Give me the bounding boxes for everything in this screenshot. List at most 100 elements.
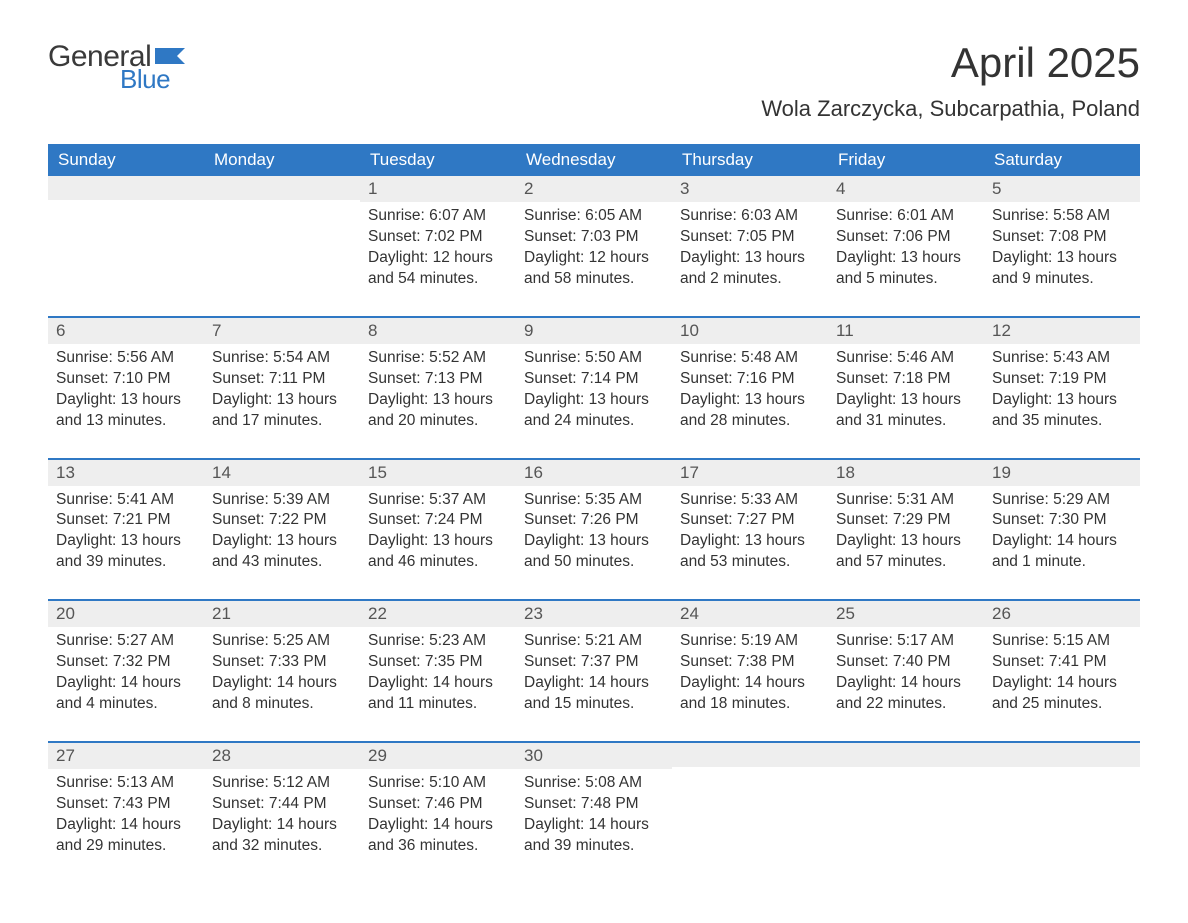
day-line: Sunrise: 5:12 AM bbox=[212, 773, 352, 794]
day-line: Sunrise: 5:10 AM bbox=[368, 773, 508, 794]
day-line: Sunrise: 5:50 AM bbox=[524, 348, 664, 369]
day-line: Sunset: 7:08 PM bbox=[992, 227, 1132, 248]
day-line: Sunrise: 5:39 AM bbox=[212, 490, 352, 511]
day-line: Sunset: 7:33 PM bbox=[212, 652, 352, 673]
day-line: Sunset: 7:40 PM bbox=[836, 652, 976, 673]
day-line: Daylight: 14 hours bbox=[992, 531, 1132, 552]
day-line: Sunset: 7:03 PM bbox=[524, 227, 664, 248]
day-number bbox=[672, 743, 828, 767]
day-line: Daylight: 14 hours bbox=[524, 673, 664, 694]
day-number: 8 bbox=[360, 318, 516, 344]
day-line: and 18 minutes. bbox=[680, 694, 820, 715]
day-number: 14 bbox=[204, 460, 360, 486]
day-cell: 26Sunrise: 5:15 AMSunset: 7:41 PMDayligh… bbox=[984, 600, 1140, 742]
day-cell: 9Sunrise: 5:50 AMSunset: 7:14 PMDaylight… bbox=[516, 317, 672, 459]
day-number: 6 bbox=[48, 318, 204, 344]
day-line: and 4 minutes. bbox=[56, 694, 196, 715]
day-line: Sunrise: 5:13 AM bbox=[56, 773, 196, 794]
day-cell: 1Sunrise: 6:07 AMSunset: 7:02 PMDaylight… bbox=[360, 176, 516, 317]
day-line: Sunset: 7:30 PM bbox=[992, 510, 1132, 531]
day-line: and 11 minutes. bbox=[368, 694, 508, 715]
day-line: Sunset: 7:27 PM bbox=[680, 510, 820, 531]
day-number: 3 bbox=[672, 176, 828, 202]
day-cell: 12Sunrise: 5:43 AMSunset: 7:19 PMDayligh… bbox=[984, 317, 1140, 459]
day-line: and 17 minutes. bbox=[212, 411, 352, 432]
day-cell: 15Sunrise: 5:37 AMSunset: 7:24 PMDayligh… bbox=[360, 459, 516, 601]
day-line: and 29 minutes. bbox=[56, 836, 196, 857]
day-line: and 57 minutes. bbox=[836, 552, 976, 573]
day-body: Sunrise: 5:10 AMSunset: 7:46 PMDaylight:… bbox=[360, 769, 516, 883]
day-line: Daylight: 13 hours bbox=[212, 390, 352, 411]
week-number-row: 13Sunrise: 5:41 AMSunset: 7:21 PMDayligh… bbox=[48, 459, 1140, 601]
day-line: Sunrise: 5:37 AM bbox=[368, 490, 508, 511]
day-cell: 24Sunrise: 5:19 AMSunset: 7:38 PMDayligh… bbox=[672, 600, 828, 742]
day-line: and 24 minutes. bbox=[524, 411, 664, 432]
day-number: 1 bbox=[360, 176, 516, 202]
day-number bbox=[48, 176, 204, 200]
day-line: Sunset: 7:16 PM bbox=[680, 369, 820, 390]
day-line: Sunset: 7:02 PM bbox=[368, 227, 508, 248]
day-number bbox=[828, 743, 984, 767]
day-line: Sunrise: 5:52 AM bbox=[368, 348, 508, 369]
day-line: Sunrise: 6:05 AM bbox=[524, 206, 664, 227]
day-body: Sunrise: 6:07 AMSunset: 7:02 PMDaylight:… bbox=[360, 202, 516, 316]
day-cell: 2Sunrise: 6:05 AMSunset: 7:03 PMDaylight… bbox=[516, 176, 672, 317]
day-number: 2 bbox=[516, 176, 672, 202]
day-body: Sunrise: 5:31 AMSunset: 7:29 PMDaylight:… bbox=[828, 486, 984, 600]
day-body: Sunrise: 5:21 AMSunset: 7:37 PMDaylight:… bbox=[516, 627, 672, 741]
day-line: Daylight: 13 hours bbox=[836, 248, 976, 269]
day-line: Sunrise: 5:43 AM bbox=[992, 348, 1132, 369]
day-cell: 21Sunrise: 5:25 AMSunset: 7:33 PMDayligh… bbox=[204, 600, 360, 742]
day-line: Sunset: 7:11 PM bbox=[212, 369, 352, 390]
week-number-row: 6Sunrise: 5:56 AMSunset: 7:10 PMDaylight… bbox=[48, 317, 1140, 459]
day-line: and 8 minutes. bbox=[212, 694, 352, 715]
day-line: Daylight: 13 hours bbox=[212, 531, 352, 552]
day-cell: 30Sunrise: 5:08 AMSunset: 7:48 PMDayligh… bbox=[516, 742, 672, 883]
day-line: and 39 minutes. bbox=[56, 552, 196, 573]
day-body: Sunrise: 5:46 AMSunset: 7:18 PMDaylight:… bbox=[828, 344, 984, 458]
day-number: 17 bbox=[672, 460, 828, 486]
day-body: Sunrise: 5:13 AMSunset: 7:43 PMDaylight:… bbox=[48, 769, 204, 883]
day-number: 22 bbox=[360, 601, 516, 627]
day-header: Saturday bbox=[984, 144, 1140, 176]
day-line: Sunset: 7:13 PM bbox=[368, 369, 508, 390]
day-line: Daylight: 13 hours bbox=[56, 531, 196, 552]
day-number: 25 bbox=[828, 601, 984, 627]
day-cell: 8Sunrise: 5:52 AMSunset: 7:13 PMDaylight… bbox=[360, 317, 516, 459]
day-number: 28 bbox=[204, 743, 360, 769]
day-body: Sunrise: 5:17 AMSunset: 7:40 PMDaylight:… bbox=[828, 627, 984, 741]
day-line: Sunset: 7:41 PM bbox=[992, 652, 1132, 673]
day-header-row: Sunday Monday Tuesday Wednesday Thursday… bbox=[48, 144, 1140, 176]
day-line: Sunrise: 5:46 AM bbox=[836, 348, 976, 369]
day-cell: 4Sunrise: 6:01 AMSunset: 7:06 PMDaylight… bbox=[828, 176, 984, 317]
day-line: Sunrise: 5:27 AM bbox=[56, 631, 196, 652]
day-number: 30 bbox=[516, 743, 672, 769]
day-line: and 53 minutes. bbox=[680, 552, 820, 573]
day-body: Sunrise: 5:50 AMSunset: 7:14 PMDaylight:… bbox=[516, 344, 672, 458]
day-line: Sunrise: 6:07 AM bbox=[368, 206, 508, 227]
location-text: Wola Zarczycka, Subcarpathia, Poland bbox=[761, 96, 1140, 122]
day-line: Daylight: 14 hours bbox=[368, 673, 508, 694]
day-line: and 15 minutes. bbox=[524, 694, 664, 715]
day-line: and 39 minutes. bbox=[524, 836, 664, 857]
day-line: Sunrise: 5:41 AM bbox=[56, 490, 196, 511]
day-line: Daylight: 13 hours bbox=[56, 390, 196, 411]
month-title: April 2025 bbox=[761, 40, 1140, 86]
day-number: 11 bbox=[828, 318, 984, 344]
day-cell: 6Sunrise: 5:56 AMSunset: 7:10 PMDaylight… bbox=[48, 317, 204, 459]
week-number-row: 1Sunrise: 6:07 AMSunset: 7:02 PMDaylight… bbox=[48, 176, 1140, 317]
day-line: Daylight: 14 hours bbox=[992, 673, 1132, 694]
day-line: Sunset: 7:19 PM bbox=[992, 369, 1132, 390]
day-line: Sunset: 7:06 PM bbox=[836, 227, 976, 248]
day-line: Sunset: 7:24 PM bbox=[368, 510, 508, 531]
day-line: Sunrise: 5:19 AM bbox=[680, 631, 820, 652]
day-cell: 17Sunrise: 5:33 AMSunset: 7:27 PMDayligh… bbox=[672, 459, 828, 601]
day-body: Sunrise: 5:58 AMSunset: 7:08 PMDaylight:… bbox=[984, 202, 1140, 316]
day-line: and 54 minutes. bbox=[368, 269, 508, 290]
day-line: Daylight: 12 hours bbox=[368, 248, 508, 269]
title-block: April 2025 Wola Zarczycka, Subcarpathia,… bbox=[761, 40, 1140, 136]
day-line: and 43 minutes. bbox=[212, 552, 352, 573]
day-line: Daylight: 14 hours bbox=[368, 815, 508, 836]
brand-word-2: Blue bbox=[120, 64, 170, 95]
day-cell bbox=[984, 742, 1140, 883]
